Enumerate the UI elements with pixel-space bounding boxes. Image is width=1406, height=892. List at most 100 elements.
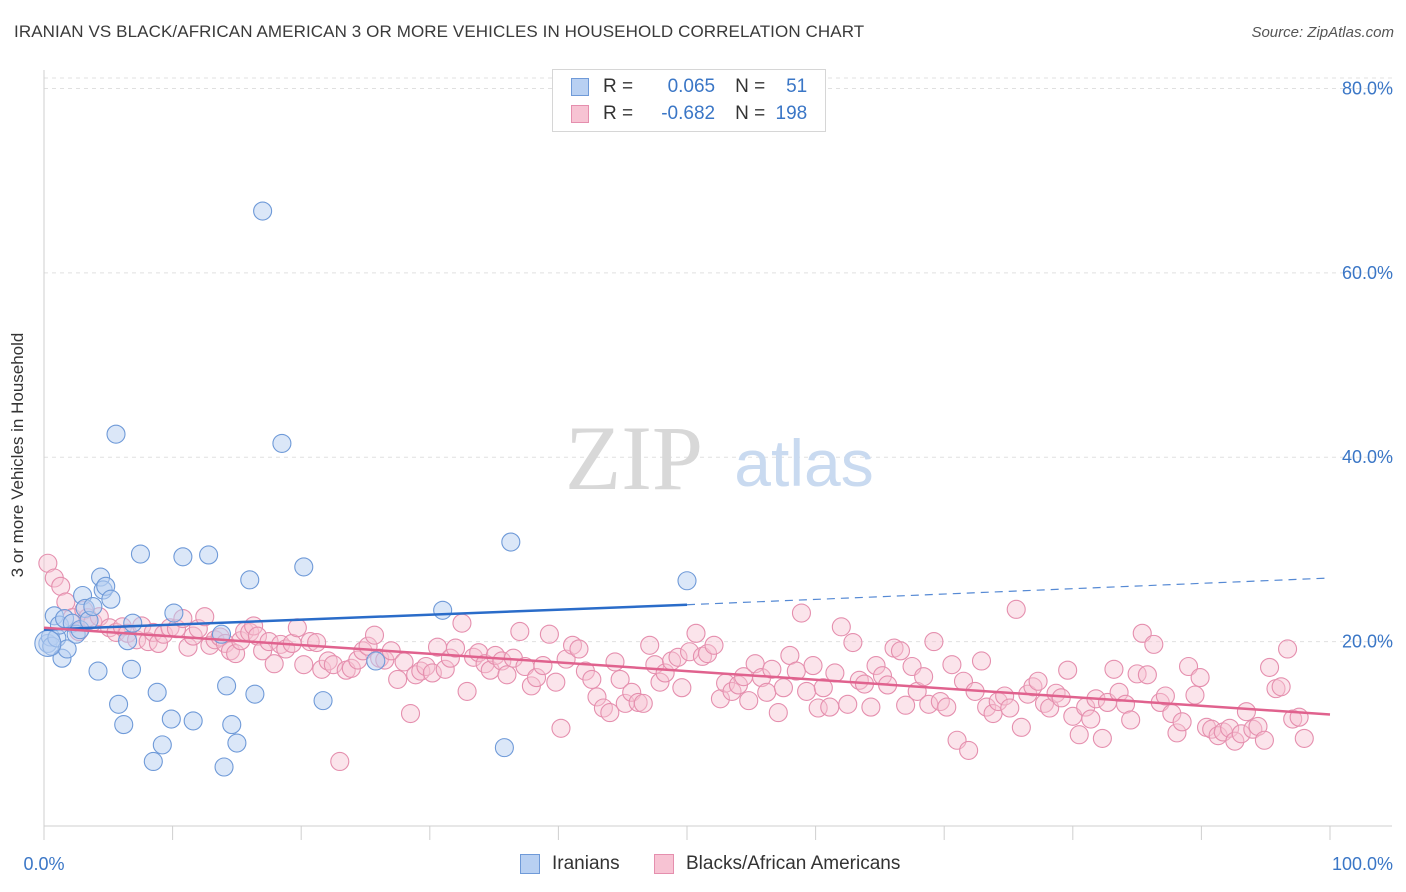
data-point-iranians: [123, 613, 143, 633]
data-point-iranians: [147, 682, 167, 702]
data-point-black: [1236, 702, 1256, 722]
data-point-black: [610, 669, 630, 689]
data-point-black: [1225, 731, 1245, 751]
data-point-black: [533, 656, 553, 676]
trend-line-black: [43, 626, 1331, 716]
data-point-iranians: [294, 557, 314, 577]
data-point-black: [704, 635, 724, 655]
data-point-iranians: [272, 433, 292, 453]
data-point-black: [1178, 656, 1199, 677]
data-point-black: [622, 682, 642, 702]
data-point-black: [1278, 639, 1298, 659]
data-point-black: [388, 669, 408, 689]
bottom-legend: Iranians Blacks/African Americans: [0, 853, 1406, 877]
legend-swatch-iranians: [520, 854, 540, 874]
data-point-black: [200, 635, 220, 655]
data-point-black: [924, 632, 944, 652]
data-point-black: [510, 621, 530, 642]
trend-line-iranians: [43, 603, 688, 631]
data-point-iranians: [433, 600, 453, 620]
data-point-black: [247, 626, 268, 646]
data-point-iranians: [152, 735, 172, 755]
data-point-black: [791, 603, 812, 623]
data-point-black: [1283, 709, 1303, 729]
data-point-black: [640, 635, 660, 655]
data-point-black: [672, 678, 692, 698]
y-tick-labels: 20.0% 40.0% 60.0% 80.0%: [1342, 78, 1393, 651]
data-point-black: [1231, 724, 1251, 744]
data-point-black: [1172, 712, 1192, 732]
data-point-black: [686, 623, 706, 643]
data-point-black: [562, 635, 583, 655]
data-point-black: [797, 681, 817, 701]
data-point-black: [1000, 698, 1020, 718]
data-point-iranians: [214, 757, 234, 777]
data-point-iranians: [143, 751, 163, 772]
data-point-black: [569, 639, 589, 659]
data-point-black: [1254, 730, 1274, 750]
data-point-black: [406, 665, 426, 685]
y-tick-label: 60.0%: [1342, 263, 1393, 283]
data-point-iranians: [245, 684, 265, 704]
trend-line-iranians-extension: [686, 577, 1331, 606]
data-point-black: [195, 607, 215, 627]
data-point-black: [1028, 671, 1048, 691]
data-point-black: [838, 694, 858, 714]
data-point-iranians: [164, 603, 184, 623]
legend-item-black[interactable]: Blacks/African Americans: [654, 853, 900, 875]
y-tick-label: 20.0%: [1342, 632, 1393, 652]
data-point-black: [813, 678, 833, 698]
y-tick-label: 80.0%: [1342, 78, 1393, 98]
data-point-iranians: [227, 733, 247, 753]
data-point-black: [633, 693, 653, 713]
data-point-black: [692, 646, 712, 666]
data-point-black: [668, 647, 688, 667]
data-point-black: [768, 703, 788, 723]
axes: [43, 70, 1392, 840]
data-point-black: [457, 681, 477, 701]
r-label: R =: [603, 76, 634, 97]
data-point-black: [1121, 710, 1141, 730]
data-point-black: [1294, 728, 1314, 748]
watermark-zip: ZIP: [565, 407, 703, 509]
data-point-black: [914, 667, 934, 687]
data-point-black: [831, 617, 851, 637]
data-point-iranians: [217, 676, 237, 696]
y-tick-label: 40.0%: [1342, 447, 1393, 467]
x-tick-label-min: 0.0%: [23, 854, 64, 874]
data-point-iranians-large: [34, 629, 62, 658]
legend-label-black: Blacks/African Americans: [686, 853, 901, 874]
data-point-iranians: [240, 570, 260, 590]
data-point-black: [51, 576, 71, 596]
trend-lines: [43, 577, 1331, 716]
data-point-black: [820, 697, 840, 717]
data-point-black: [435, 659, 455, 679]
stats-legend: R = 0.065 N = 51 R = -0.682 N = 198: [552, 69, 826, 132]
data-point-black: [1104, 659, 1124, 679]
data-point-black: [773, 678, 794, 698]
data-point-black: [1092, 728, 1112, 748]
r-label: R =: [603, 103, 634, 124]
data-point-black: [600, 703, 620, 723]
legend-label-iranians: Iranians: [552, 853, 620, 874]
data-point-black: [526, 668, 547, 688]
data-point-black: [1137, 665, 1157, 685]
data-point-iranians: [118, 631, 138, 651]
stats-row-black: R = -0.682 N = 198: [571, 103, 807, 125]
n-value: 51: [786, 76, 808, 97]
data-point-black: [1220, 718, 1240, 738]
data-point-iranians: [106, 424, 126, 444]
data-point-black: [546, 672, 566, 692]
grid-lines: [44, 77, 1392, 643]
watermark: ZIP atlas: [565, 407, 874, 509]
data-point-black: [1081, 709, 1101, 729]
data-point-black: [307, 632, 327, 653]
data-point-black: [582, 669, 602, 689]
data-point-black: [287, 618, 307, 638]
data-point-iranians: [494, 738, 514, 758]
data-point-iranians: [313, 691, 333, 711]
legend-item-iranians[interactable]: Iranians: [520, 853, 620, 875]
data-point-black: [1058, 660, 1078, 680]
black-swatch: [571, 105, 589, 123]
iranians-swatch: [571, 78, 589, 96]
